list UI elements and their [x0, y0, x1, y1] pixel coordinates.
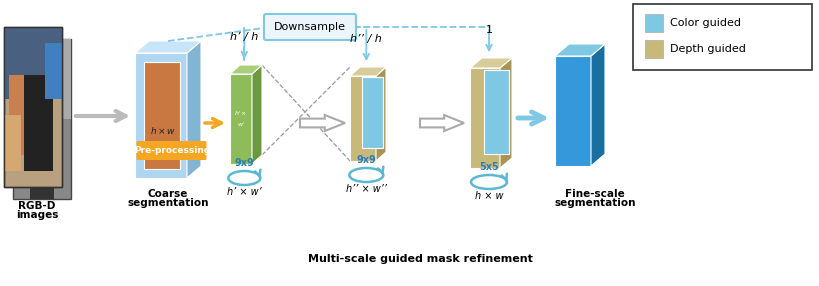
Polygon shape: [483, 70, 509, 154]
Text: $h' \times$
$w'$: $h' \times$ $w'$: [234, 110, 247, 129]
Text: h × w: h × w: [474, 191, 503, 201]
Polygon shape: [554, 44, 604, 56]
Polygon shape: [144, 62, 180, 169]
Bar: [4, 27, 62, 187]
Text: h’ × w’: h’ × w’: [227, 187, 261, 197]
Text: RGB-D: RGB-D: [18, 201, 56, 211]
Bar: [4, 27, 62, 187]
Polygon shape: [229, 74, 251, 164]
Polygon shape: [350, 67, 386, 76]
Polygon shape: [135, 53, 187, 178]
Bar: [13, 39, 71, 199]
Bar: [13, 39, 71, 119]
Bar: [645, 40, 663, 58]
Text: Multi-scale guided mask refinement: Multi-scale guided mask refinement: [308, 254, 532, 264]
FancyBboxPatch shape: [136, 141, 206, 160]
Text: Depth guided: Depth guided: [669, 44, 745, 54]
Polygon shape: [554, 56, 590, 166]
Text: images: images: [16, 210, 58, 220]
Text: Color guided: Color guided: [669, 18, 740, 28]
Polygon shape: [242, 76, 260, 150]
Text: 1: 1: [485, 25, 492, 35]
Text: 9x9: 9x9: [234, 158, 254, 168]
Polygon shape: [469, 58, 511, 68]
Bar: [645, 14, 663, 32]
Text: Fine-scale: Fine-scale: [564, 189, 624, 199]
Polygon shape: [135, 41, 201, 53]
Polygon shape: [361, 77, 382, 148]
Bar: [4, 115, 21, 171]
Bar: [25, 75, 53, 171]
Polygon shape: [229, 65, 262, 74]
Text: $h \times w$: $h \times w$: [150, 125, 176, 136]
Text: h’ / h: h’ / h: [230, 32, 258, 42]
Bar: [30, 135, 53, 199]
Polygon shape: [590, 44, 604, 166]
FancyBboxPatch shape: [632, 4, 811, 70]
Polygon shape: [350, 76, 376, 161]
Polygon shape: [419, 115, 464, 131]
Text: Pre-processing: Pre-processing: [133, 146, 210, 155]
Polygon shape: [500, 58, 511, 168]
Polygon shape: [251, 65, 262, 164]
Polygon shape: [300, 115, 345, 131]
Text: 5x5: 5x5: [478, 162, 498, 172]
FancyBboxPatch shape: [264, 14, 355, 40]
Text: segmentation: segmentation: [554, 198, 635, 208]
Text: h’’ / h: h’’ / h: [350, 34, 382, 44]
Polygon shape: [187, 41, 201, 178]
Polygon shape: [469, 68, 500, 168]
Text: Coarse: Coarse: [147, 189, 188, 199]
Bar: [4, 27, 62, 99]
Bar: [9, 75, 29, 155]
Text: segmentation: segmentation: [127, 198, 209, 208]
Text: 9x9: 9x9: [356, 155, 376, 165]
Bar: [44, 43, 62, 99]
Text: Downsample: Downsample: [274, 22, 346, 32]
Text: h’’ × w’’: h’’ × w’’: [346, 184, 387, 194]
Polygon shape: [376, 67, 386, 161]
